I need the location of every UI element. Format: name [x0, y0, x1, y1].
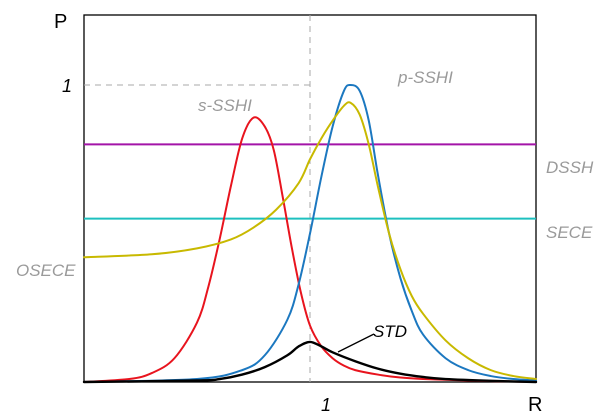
- x-tick-one: 1: [321, 395, 331, 415]
- s-sshi-curve: [83, 116, 537, 383]
- labels: P R 1 1 s-SSHI p-SSHI DSSH SECE OSECE ST…: [16, 11, 594, 416]
- curves: [82, 83, 538, 384]
- std-label-leader: [337, 333, 375, 353]
- horizontal-lines: [84, 143, 536, 220]
- sece-label: SECE: [546, 223, 593, 242]
- reference-lines: [84, 15, 311, 382]
- s-sshi-label: s-SSHI: [198, 96, 252, 115]
- osece-curve: [83, 101, 537, 381]
- dssh-label: DSSH: [546, 158, 594, 177]
- std-curve: [82, 340, 538, 384]
- x-axis-label: R: [528, 394, 542, 416]
- p-sshi-curve: [83, 83, 537, 383]
- y-axis-label: P: [54, 11, 67, 33]
- y-tick-one: 1: [62, 76, 72, 96]
- std-label: STD: [373, 322, 407, 341]
- osece-label: OSECE: [16, 261, 76, 280]
- p-sshi-label: p-SSHI: [397, 68, 453, 87]
